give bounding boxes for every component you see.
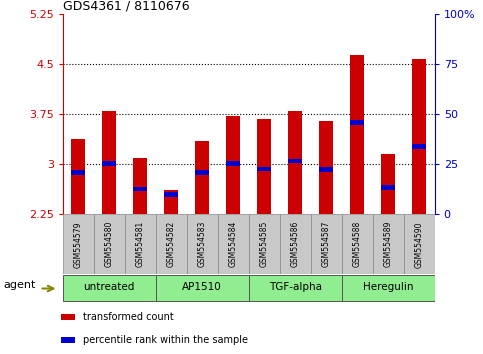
Text: GSM554587: GSM554587 <box>322 221 331 268</box>
Bar <box>164 192 178 196</box>
Bar <box>195 170 209 175</box>
Bar <box>404 214 435 274</box>
Bar <box>164 189 178 214</box>
Text: percentile rank within the sample: percentile rank within the sample <box>83 335 248 345</box>
Bar <box>288 112 302 214</box>
Text: agent: agent <box>3 280 36 290</box>
Bar <box>412 144 426 148</box>
Bar <box>94 214 125 274</box>
Text: GSM554590: GSM554590 <box>415 221 424 268</box>
Text: GSM554579: GSM554579 <box>74 221 83 268</box>
Bar <box>288 159 302 163</box>
Text: untreated: untreated <box>84 282 135 292</box>
Bar <box>226 116 240 214</box>
Text: transformed count: transformed count <box>83 312 174 322</box>
Bar <box>156 275 249 301</box>
Text: GSM554588: GSM554588 <box>353 221 362 267</box>
Text: GSM554585: GSM554585 <box>260 221 269 268</box>
Bar <box>133 158 147 214</box>
Bar <box>373 214 404 274</box>
Bar <box>249 214 280 274</box>
Bar <box>311 214 342 274</box>
Bar <box>350 120 364 125</box>
Text: Heregulin: Heregulin <box>363 282 413 292</box>
Text: GDS4361 / 8110676: GDS4361 / 8110676 <box>63 0 189 13</box>
Text: GSM554584: GSM554584 <box>229 221 238 268</box>
Bar <box>61 314 75 320</box>
Text: GSM554582: GSM554582 <box>167 221 176 267</box>
Bar <box>61 337 75 343</box>
Bar <box>63 275 156 301</box>
Bar <box>102 112 116 214</box>
Text: AP1510: AP1510 <box>183 282 222 292</box>
Bar <box>218 214 249 274</box>
Bar <box>125 214 156 274</box>
Bar <box>133 187 147 191</box>
Bar <box>257 119 271 214</box>
Text: GSM554583: GSM554583 <box>198 221 207 268</box>
Text: GSM554589: GSM554589 <box>384 221 393 268</box>
Bar <box>257 166 271 171</box>
Bar <box>71 139 85 214</box>
Bar <box>280 214 311 274</box>
Bar <box>102 161 116 166</box>
Bar <box>319 167 333 172</box>
Bar <box>71 170 85 175</box>
Bar <box>156 214 187 274</box>
Bar <box>381 185 395 190</box>
Bar <box>195 141 209 214</box>
Bar <box>63 214 94 274</box>
Bar <box>412 59 426 214</box>
Text: TGF-alpha: TGF-alpha <box>269 282 322 292</box>
Text: GSM554581: GSM554581 <box>136 221 145 267</box>
Bar <box>350 56 364 214</box>
Text: GSM554586: GSM554586 <box>291 221 300 268</box>
Bar <box>249 275 342 301</box>
Bar <box>342 275 435 301</box>
Text: GSM554580: GSM554580 <box>105 221 114 268</box>
Bar <box>226 161 240 166</box>
Bar <box>381 154 395 214</box>
Bar <box>187 214 218 274</box>
Bar <box>342 214 373 274</box>
Bar <box>319 121 333 214</box>
